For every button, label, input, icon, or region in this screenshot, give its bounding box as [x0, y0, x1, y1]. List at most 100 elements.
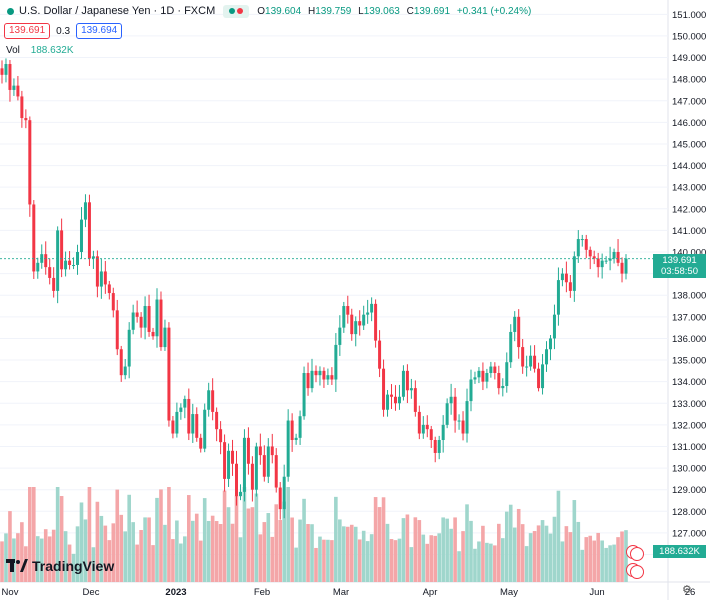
settings-gear-icon[interactable]: ⚙: [682, 584, 692, 596]
high-label: H: [307, 5, 316, 17]
volume-bar: [206, 520, 211, 582]
candle-body: [537, 368, 541, 389]
candle-body: [401, 370, 405, 397]
volume-bar: [389, 539, 394, 582]
volume-bar: [183, 536, 187, 582]
us-flag-icon[interactable]: [630, 547, 644, 561]
candle-body: [64, 260, 68, 270]
volume-bar: [453, 517, 457, 582]
candle-body: [99, 271, 103, 287]
candle-body: [417, 411, 421, 434]
candle-body: [545, 349, 549, 365]
volume-bar: [393, 540, 398, 582]
bar-countdown: 03:58:50: [661, 265, 698, 277]
candle-body: [238, 491, 242, 497]
candle-body: [294, 437, 298, 440]
volume-bar: [397, 538, 402, 582]
candle-body: [219, 429, 223, 443]
candle-body: [608, 258, 612, 261]
volume-bar: [87, 487, 92, 582]
candle-body: [548, 338, 552, 350]
candle-body: [580, 239, 584, 241]
visibility-toggle-button[interactable]: [223, 4, 250, 18]
volume-bar: [365, 541, 370, 582]
candle-body: [274, 455, 278, 488]
price-tick-label: 130.000: [672, 464, 706, 475]
candle-body: [533, 355, 537, 369]
tradingview-logo[interactable]: TradingView: [6, 558, 114, 574]
candle-body: [290, 420, 294, 440]
candle-body: [223, 442, 227, 479]
volume-bar: [198, 540, 203, 582]
candle-body: [175, 411, 179, 434]
candle-body: [620, 262, 624, 274]
volume-bar: [131, 522, 135, 582]
candle-body: [286, 420, 290, 477]
volume-bar: [508, 504, 513, 582]
volume-bar: [190, 520, 195, 582]
volume-bar: [485, 542, 489, 582]
volume-bar: [270, 536, 275, 582]
sell-button[interactable]: 139.691: [4, 23, 51, 39]
volume-bar: [532, 531, 537, 582]
candle-body: [409, 388, 413, 391]
volume-bar: [413, 517, 418, 582]
buy-button[interactable]: 139.694: [76, 23, 123, 39]
candle-body: [24, 118, 28, 121]
volume-bar: [465, 504, 469, 582]
volume-bar: [580, 549, 585, 582]
volume-bar: [469, 520, 473, 582]
volume-bar: [63, 531, 68, 582]
candle-body: [501, 385, 505, 389]
volume-bar: [147, 517, 151, 582]
volume-bar: [71, 553, 76, 582]
volume-bar: [401, 518, 406, 582]
time-tick-label: May: [500, 587, 518, 598]
volume-bar: [592, 540, 597, 582]
candle-body: [397, 396, 401, 404]
volume-bar: [238, 537, 243, 582]
price-tick-label: 143.000: [672, 183, 706, 194]
us-flag-icon[interactable]: [630, 565, 644, 579]
candle-body: [350, 314, 354, 335]
volume-bar: [167, 487, 171, 582]
volume-bar: [202, 498, 207, 582]
volume-bar: [91, 547, 96, 582]
volume-bar: [194, 513, 199, 582]
volume-bar: [28, 487, 32, 582]
volume-bar: [473, 548, 477, 582]
price-tick-label: 146.000: [672, 118, 706, 129]
record-icon: [237, 8, 244, 14]
candle-body: [135, 312, 139, 317]
candle-body: [521, 347, 525, 367]
candle-body: [457, 420, 461, 422]
volume-bar: [445, 518, 449, 582]
candle-body: [568, 282, 572, 291]
close-value: 139.691: [413, 5, 451, 17]
volume-bar: [381, 497, 386, 582]
price-tick-label: 134.000: [672, 377, 706, 388]
volume-bar: [349, 524, 354, 582]
candle-body: [28, 120, 32, 205]
candle-body: [465, 401, 469, 434]
candle-body: [600, 260, 604, 268]
candle-body: [36, 262, 40, 272]
candle-body: [103, 271, 107, 285]
price-tick-label: 128.000: [672, 507, 706, 518]
candle-body: [334, 344, 338, 380]
volume-bar: [179, 543, 183, 582]
candle-body: [250, 463, 254, 490]
volume-bar: [377, 507, 382, 582]
candle-body: [390, 394, 394, 397]
candle-body: [4, 64, 8, 75]
volume-bar: [504, 511, 509, 582]
volume-bar: [588, 535, 593, 582]
candle-body: [616, 252, 620, 263]
volume-bar: [600, 540, 604, 582]
volume-bar: [544, 525, 549, 582]
candle-body: [612, 252, 616, 259]
volume-bar: [568, 532, 573, 582]
candle-body: [509, 331, 513, 363]
low-value: 139.063: [363, 5, 400, 17]
